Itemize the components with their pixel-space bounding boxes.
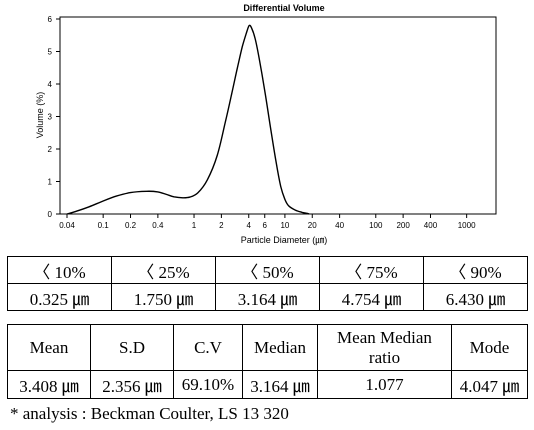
x-tick-label: 0.2 [125, 221, 137, 230]
x-axis-ticks: 0.04 0.1 0.2 0.4 1 2 4 6 10 20 40 100 200 400 1000 [59, 214, 476, 230]
statistics-value-cell: 2.356 ㎛ [90, 370, 174, 399]
y-tick-label: 5 [48, 48, 53, 57]
x-tick-label: 2 [219, 221, 224, 230]
percentile-value-cell: 0.325 ㎛ [7, 283, 112, 311]
statistics-value-row: 3.408 ㎛ 2.356 ㎛ 69.10% 3.164 ㎛ 1.077 4.0… [7, 370, 528, 399]
percentile-table: 〈 10% 〈 25% 〈 50% 〈 75% 〈 90% 0.325 ㎛ 1.… [7, 256, 528, 311]
y-axis-ticks: 0 1 2 3 4 5 6 [48, 15, 60, 219]
percentile-value-cell: 3.164 ㎛ [215, 283, 320, 311]
x-tick-label: 20 [308, 221, 317, 230]
percentile-value-cell: 6.430 ㎛ [423, 283, 528, 311]
y-tick-label: 1 [48, 178, 53, 187]
percentile-header-cell: 〈 10% [7, 256, 112, 284]
statistics-value-cell: 3.408 ㎛ [7, 370, 91, 399]
x-tick-label: 1000 [458, 221, 476, 230]
series-line [66, 24, 310, 215]
statistics-value-cell: 3.164 ㎛ [242, 370, 318, 399]
x-tick-label: 4 [247, 221, 252, 230]
y-axis-label: Volume (%) [35, 92, 45, 139]
statistics-header-cell: Mean [7, 324, 91, 371]
percentile-value-row: 0.325 ㎛ 1.750 ㎛ 3.164 ㎛ 4.754 ㎛ 6.430 ㎛ [7, 283, 528, 311]
x-tick-label: 0.4 [152, 221, 164, 230]
statistics-value-cell: 69.10% [173, 370, 243, 399]
x-tick-label: 6 [263, 221, 268, 230]
percentile-value-cell: 1.750 ㎛ [111, 283, 216, 311]
x-tick-label: 400 [424, 221, 438, 230]
x-tick-label: 200 [396, 221, 410, 230]
statistics-header-cell: Median [242, 324, 318, 371]
statistics-header-cell: S.D [90, 324, 174, 371]
statistics-header-cell: C.V [173, 324, 243, 371]
plot-frame [59, 16, 497, 215]
statistics-value-cell: 4.047 ㎛ [451, 370, 528, 399]
statistics-header-row: Mean S.D C.V Median Mean Median ratio Mo… [7, 324, 528, 371]
statistics-header-cell: Mean Median ratio [317, 324, 452, 371]
percentile-header-cell: 〈 90% [423, 256, 528, 284]
chart-title: Differential Volume [243, 3, 324, 13]
analysis-footnote: * analysis : Beckman Coulter, LS 13 320 [10, 404, 289, 423]
y-tick-label: 3 [48, 113, 53, 122]
statistics-header-cell: Mode [451, 324, 528, 371]
x-tick-label: 40 [335, 221, 344, 230]
differential-volume-chart: Differential Volume 0.04 0.1 0.2 0.4 1 2 4 6 10 2… [35, 3, 497, 246]
x-axis-label: Particle Diameter (㎛) [241, 235, 328, 246]
x-tick-label: 10 [280, 221, 289, 230]
y-tick-label: 2 [48, 145, 53, 154]
percentile-value-cell: 4.754 ㎛ [319, 283, 424, 311]
statistics-table: Mean S.D C.V Median Mean Median ratio Mo… [7, 324, 528, 399]
percentile-header-row: 〈 10% 〈 25% 〈 50% 〈 75% 〈 90% [7, 256, 528, 284]
statistics-value-cell: 1.077 [317, 370, 452, 399]
x-tick-label: 100 [369, 221, 383, 230]
x-tick-label: 0.1 [98, 221, 110, 230]
y-tick-label: 6 [48, 15, 53, 24]
percentile-header-cell: 〈 50% [215, 256, 320, 284]
x-tick-label: 1 [192, 221, 197, 230]
percentile-header-cell: 〈 75% [319, 256, 424, 284]
x-tick-label: 0.04 [59, 221, 75, 230]
y-tick-label: 4 [48, 80, 53, 89]
y-tick-label: 0 [48, 210, 53, 219]
percentile-header-cell: 〈 25% [111, 256, 216, 284]
